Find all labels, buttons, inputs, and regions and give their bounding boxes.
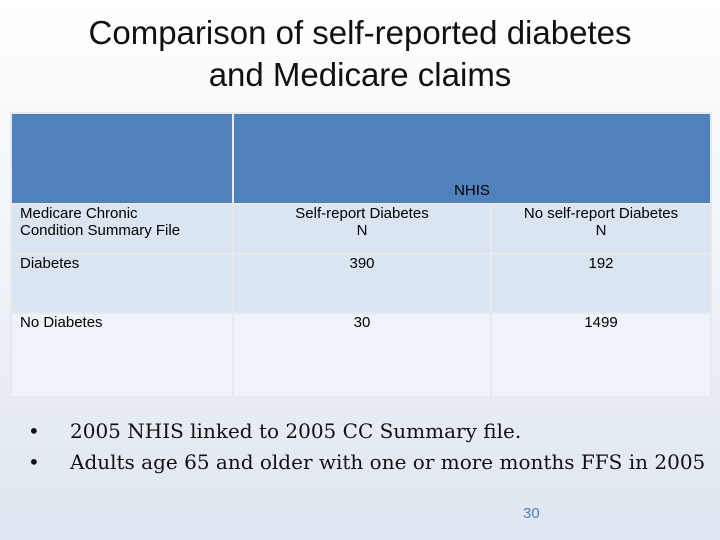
table-corner-cell [10, 112, 234, 205]
col-header-self-report-line-2: N [356, 221, 368, 239]
table-row: Diabetes 390 192 [10, 252, 712, 314]
cell-no-self-report: 1499 [490, 311, 712, 399]
cell-self-report: 30 [232, 311, 492, 399]
slide-title-line-2: and Medicare claims [208, 56, 512, 93]
slide-title: Comparison of self-reported diabetes and… [0, 12, 720, 96]
row-header-title-line-1: Medicare Chronic [20, 204, 138, 222]
table-header-row: NHIS [10, 112, 712, 205]
page-number: 30 [523, 505, 540, 522]
nhis-group-header: NHIS [232, 112, 712, 205]
table-subheader-row: Medicare Chronic Condition Summary File … [10, 202, 712, 255]
bullet-marker: • [28, 450, 40, 474]
comparison-table: NHIS Medicare Chronic Condition Summary … [10, 112, 712, 399]
row-header-title: Medicare Chronic Condition Summary File [10, 202, 234, 255]
col-header-no-self-report: No self-report Diabetes N [490, 202, 712, 255]
col-header-no-self-report-line-2: N [595, 221, 607, 239]
bullet-marker: • [28, 419, 40, 443]
row-label: No Diabetes [10, 311, 234, 399]
col-header-self-report: Self-report Diabetes N [232, 202, 492, 255]
table-row: No Diabetes 30 1499 [10, 311, 712, 399]
bullet-text: 2005 NHIS linked to 2005 CC Summary file… [70, 419, 522, 443]
row-label: Diabetes [10, 252, 234, 314]
list-item: • 2005 NHIS linked to 2005 CC Summary fi… [28, 416, 708, 447]
bullet-list: • 2005 NHIS linked to 2005 CC Summary fi… [28, 416, 708, 478]
bullet-text: Adults age 65 and older with one or more… [70, 450, 706, 474]
cell-self-report: 390 [232, 252, 492, 314]
row-header-title-line-2: Condition Summary File [20, 221, 181, 239]
slide-title-line-1: Comparison of self-reported diabetes [88, 14, 632, 51]
col-header-self-report-line-1: Self-report Diabetes [295, 204, 429, 222]
cell-no-self-report: 192 [490, 252, 712, 314]
list-item: • Adults age 65 and older with one or mo… [28, 447, 708, 478]
col-header-no-self-report-line-1: No self-report Diabetes [523, 204, 679, 222]
